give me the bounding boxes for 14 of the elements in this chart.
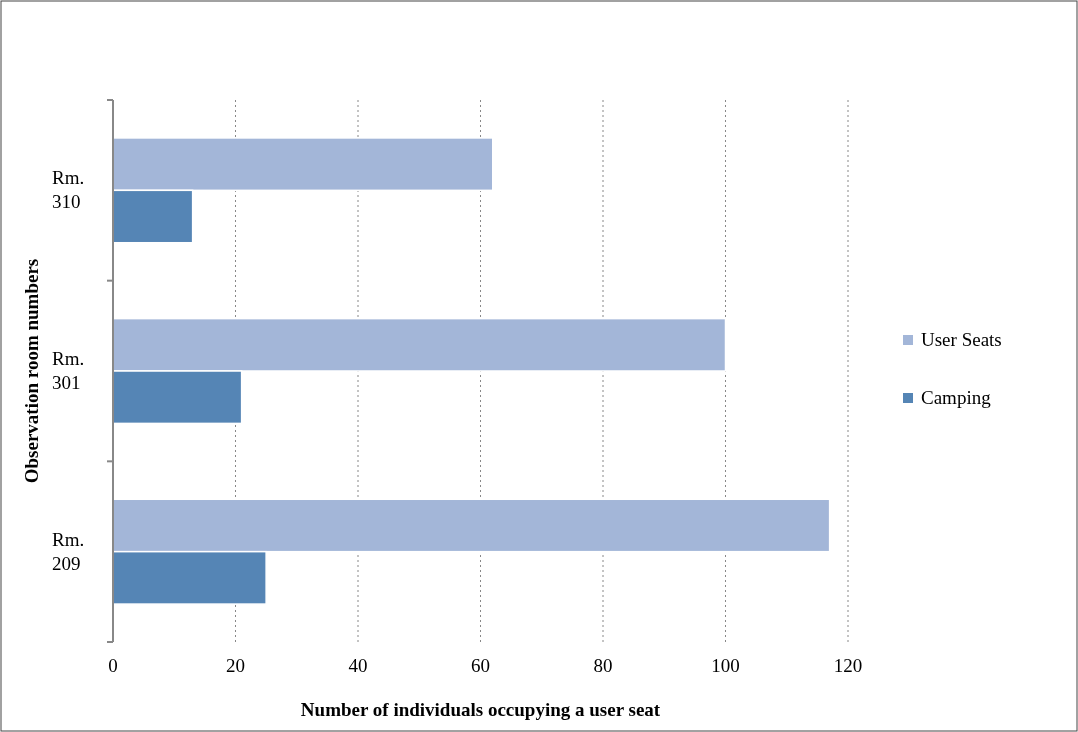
y-axis-title: Observation room numbers: [21, 258, 42, 484]
y-tick-label: Rm. 209: [52, 528, 85, 574]
x-tick-label: 20: [226, 655, 245, 676]
legend-label: User Seats: [921, 329, 1002, 350]
x-axis-title: Number of individuals occupying a user seat: [300, 699, 661, 720]
y-tick-label: Rm. 301: [52, 348, 85, 393]
x-tick-label: 80: [593, 655, 613, 676]
y-tick-label: Rm. 310: [52, 167, 85, 213]
legend-label: Camping: [921, 387, 992, 408]
x-tick-label: 120: [833, 655, 863, 676]
x-tick-label: 0: [108, 655, 118, 676]
x-tick-label: 40: [348, 655, 368, 676]
x-tick-label: 100: [711, 655, 740, 676]
x-tick-label: 60: [471, 655, 490, 676]
